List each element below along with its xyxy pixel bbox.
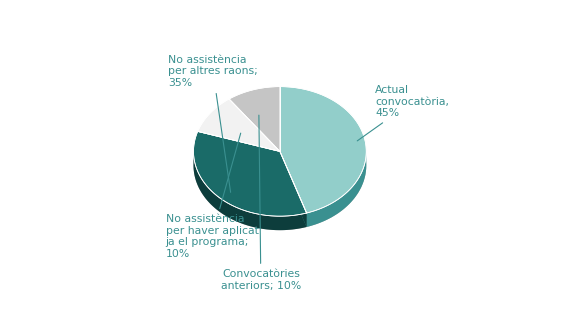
Polygon shape xyxy=(194,152,307,230)
Text: Convocatòries
anteriors; 10%: Convocatòries anteriors; 10% xyxy=(220,115,301,290)
Text: No assistència
per altres raons;
35%: No assistència per altres raons; 35% xyxy=(168,55,258,192)
Ellipse shape xyxy=(194,101,366,230)
Polygon shape xyxy=(280,86,366,213)
Text: No assistència
per haver aplicat
ja el programa;
10%: No assistència per haver aplicat ja el p… xyxy=(165,133,259,259)
Polygon shape xyxy=(229,86,280,151)
Text: Actual
convocatòria,
45%: Actual convocatòria, 45% xyxy=(357,85,449,141)
Polygon shape xyxy=(307,152,366,227)
Polygon shape xyxy=(280,151,307,227)
Polygon shape xyxy=(194,131,307,216)
Polygon shape xyxy=(197,99,280,151)
Polygon shape xyxy=(280,151,307,227)
